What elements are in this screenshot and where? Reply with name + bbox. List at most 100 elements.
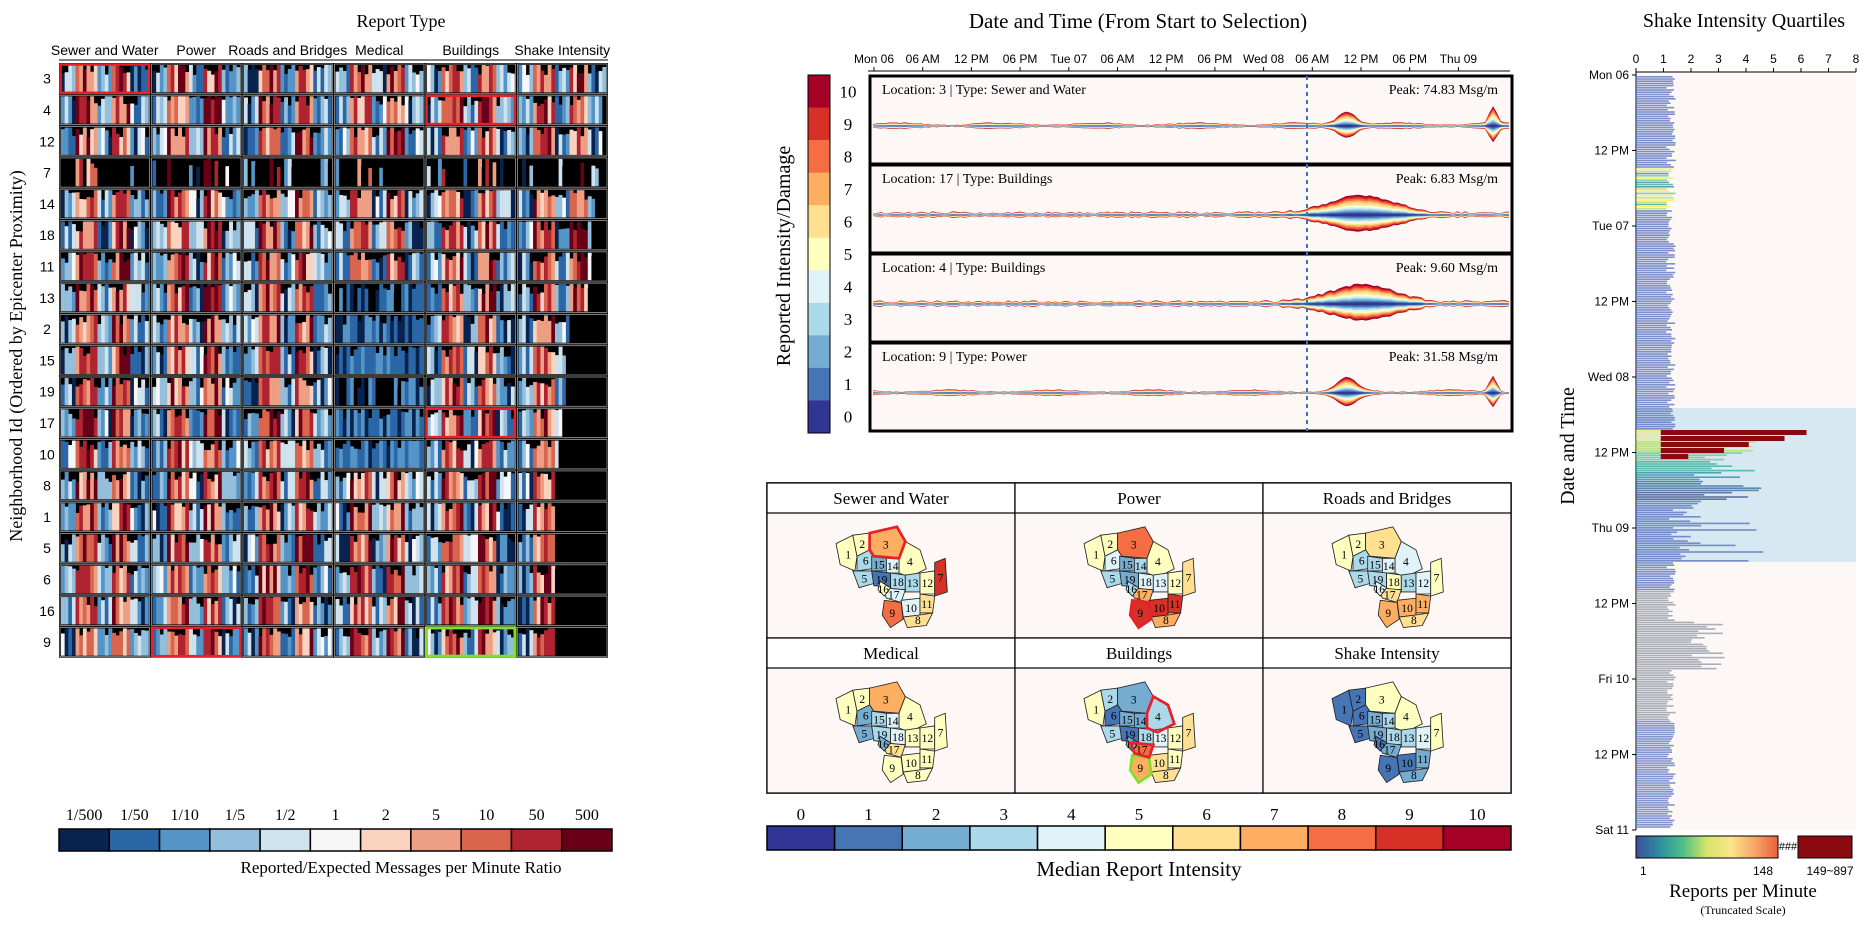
cell-stripe <box>64 347 69 374</box>
cell-stripe <box>185 471 190 500</box>
cell-stripe <box>379 104 384 124</box>
map-title-3: Medical <box>863 644 919 663</box>
cell-stripe <box>210 158 215 187</box>
region-label-11: 11 <box>1417 599 1428 611</box>
cell-stripe <box>390 199 395 218</box>
heatmap-cell <box>242 532 334 564</box>
heatmap-cell <box>516 219 608 251</box>
cell-stripe <box>280 158 285 187</box>
cell-stripe <box>79 597 84 625</box>
cell-stripe <box>375 409 380 437</box>
cell-border <box>334 251 425 282</box>
median-swatch <box>901 825 971 851</box>
cell-stripe <box>404 252 409 281</box>
cell-stripe <box>167 158 172 187</box>
cell-stripe <box>196 603 201 625</box>
cell-stripe <box>576 471 581 500</box>
shake-bar <box>1636 95 1674 98</box>
cell-stripe <box>64 290 69 312</box>
cell-stripe <box>496 224 501 249</box>
cell-stripe <box>547 565 552 594</box>
cell-stripe <box>71 192 76 218</box>
intensity-swatch <box>808 335 830 369</box>
cell-stripe <box>265 481 270 500</box>
cell-stripe <box>178 378 182 406</box>
cell-stripe <box>185 158 190 187</box>
cell-stripe <box>254 68 259 93</box>
cell-stripe <box>181 190 186 218</box>
cell-stripe <box>459 346 464 374</box>
cell-stripe <box>554 628 559 656</box>
cell-stripe <box>342 96 347 124</box>
cell-stripe <box>280 193 285 218</box>
cell-stripe <box>456 221 461 249</box>
cell-stripe <box>236 508 241 531</box>
cell-stripe <box>251 628 256 656</box>
cell-stripe <box>393 229 398 249</box>
cell-stripe <box>591 65 596 93</box>
cell-stripe <box>86 449 91 468</box>
cell-stripe <box>273 96 278 124</box>
cell-stripe <box>254 382 259 406</box>
panel-peak: Peak: 9.60 Msg/m <box>1396 261 1498 276</box>
cell-stripe <box>598 535 603 562</box>
shake-bar <box>1636 348 1672 351</box>
cell-stripe <box>339 252 344 281</box>
heatmap-cell <box>425 532 517 564</box>
cell-stripe <box>61 409 65 437</box>
cell-stripe <box>214 409 219 437</box>
cell-stripe <box>178 597 182 625</box>
cell-stripe <box>470 225 475 249</box>
cell-stripe <box>71 347 76 374</box>
cell-stripe <box>595 599 600 625</box>
region-label-9: 9 <box>1385 763 1391 775</box>
cell-stripe <box>598 221 603 249</box>
heatmap-cell <box>59 250 151 283</box>
cell-stripe <box>284 127 289 155</box>
cell-stripe <box>137 127 142 155</box>
cell-stripe <box>558 256 563 281</box>
cell-stripe <box>126 72 131 93</box>
cell-border <box>425 126 516 157</box>
timeline-panels[interactable]: Location: 3 | Type: Sewer and Water Peak:… <box>868 74 1514 433</box>
cell-stripe <box>357 479 362 500</box>
date-time-title: Date and Time (From Start to Selection) <box>969 9 1307 33</box>
cell-stripe <box>236 378 241 406</box>
map-title-4: Buildings <box>1106 644 1172 663</box>
cell-stripe <box>273 503 278 531</box>
cell-stripe <box>284 97 289 124</box>
cell-stripe <box>584 158 589 187</box>
cell-stripe <box>214 160 219 187</box>
cell-stripe <box>305 385 310 406</box>
region-label-15: 15 <box>1121 559 1133 571</box>
shake-bar <box>1636 749 1672 751</box>
cell-stripe <box>236 127 241 155</box>
heatmap-cell <box>333 376 425 408</box>
region-16 <box>1373 735 1388 752</box>
cell-stripe <box>353 190 358 218</box>
cell-stripe <box>112 194 116 218</box>
cell-stripe <box>133 598 138 625</box>
cell-stripe <box>565 378 570 406</box>
cell-stripe <box>178 476 182 500</box>
cell-stripe <box>507 442 512 468</box>
region-label-4: 4 <box>1155 557 1161 569</box>
cell-stripe <box>335 534 340 562</box>
cell-stripe <box>244 97 248 124</box>
cell-stripe <box>375 224 380 249</box>
cell-stripe <box>119 568 124 594</box>
cell-stripe <box>159 193 164 218</box>
shake-bars[interactable] <box>1636 76 1807 828</box>
cell-stripe <box>64 597 69 625</box>
cell-stripe <box>269 378 274 406</box>
cell-stripe <box>412 167 417 187</box>
cell-stripe <box>350 536 355 562</box>
cell-stripe <box>467 317 472 343</box>
cell-stripe <box>382 355 387 374</box>
cell-stripe <box>467 503 472 531</box>
cell-stripe <box>192 158 197 187</box>
cell-stripe <box>525 221 530 249</box>
cell-stripe <box>510 284 515 312</box>
heatmap-cells[interactable] <box>59 63 608 658</box>
